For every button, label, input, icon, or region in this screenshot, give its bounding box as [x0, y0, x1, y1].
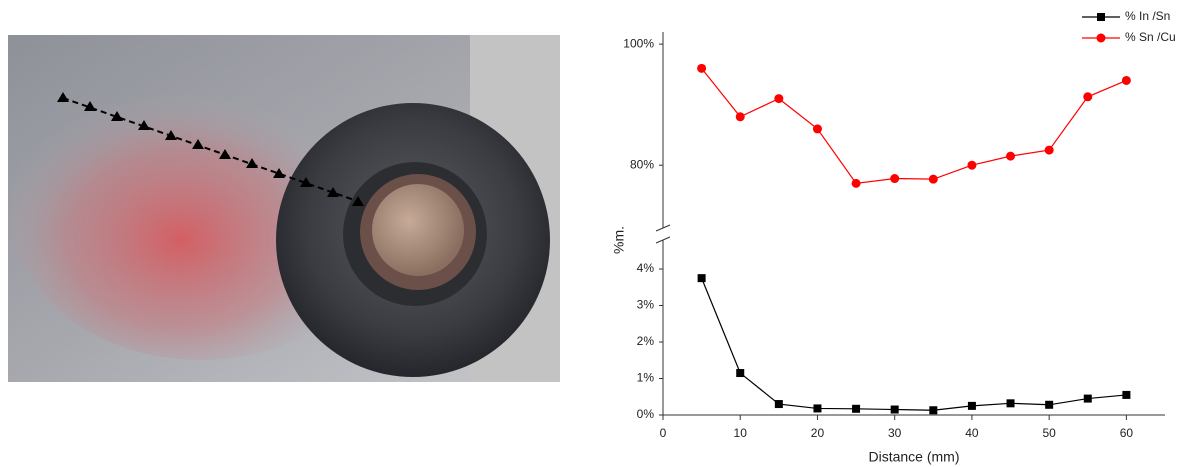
- marker: [967, 401, 976, 410]
- y-tick-label: 1%: [637, 371, 655, 385]
- marker: [1083, 92, 1093, 102]
- marker: [1121, 75, 1131, 85]
- marker: [851, 178, 861, 188]
- x-tick-label: 60: [1120, 426, 1134, 440]
- photo: [8, 35, 560, 382]
- y-tick-label: 80%: [630, 157, 654, 171]
- y-tick-label: 4%: [637, 261, 655, 275]
- x-tick-label: 40: [965, 426, 979, 440]
- x-tick-label: 30: [888, 426, 902, 440]
- marker: [890, 174, 900, 184]
- x-tick-label: 50: [1042, 426, 1056, 440]
- marker: [890, 405, 899, 414]
- legend-marker: [1097, 13, 1105, 21]
- x-axis-label: Distance (mm): [868, 449, 959, 465]
- legend-label: % In /Sn: [1125, 9, 1170, 23]
- marker: [1044, 145, 1054, 155]
- marker: [852, 404, 861, 413]
- x-tick-label: 0: [660, 426, 667, 440]
- marker: [736, 369, 745, 378]
- marker: [1122, 390, 1131, 399]
- marker: [967, 160, 977, 170]
- marker: [929, 406, 938, 415]
- y-tick-label: 2%: [637, 334, 655, 348]
- marker: [1045, 400, 1054, 409]
- y-axis-label: %m.: [611, 226, 627, 254]
- marker: [697, 63, 707, 73]
- marker: [812, 124, 822, 134]
- marker: [928, 174, 938, 184]
- marker: [774, 400, 783, 409]
- marker: [1083, 394, 1092, 403]
- marker: [774, 94, 784, 104]
- x-tick-label: 10: [734, 426, 748, 440]
- marker: [813, 404, 822, 413]
- legend-label: % Sn /Cu: [1125, 30, 1176, 44]
- marker: [697, 274, 706, 283]
- legend-marker: [1096, 33, 1106, 43]
- y-tick-label: 100%: [623, 36, 654, 50]
- y-tick-label: 3%: [637, 298, 655, 312]
- axes: [655, 32, 1165, 416]
- y-tick-label: 0%: [637, 407, 655, 421]
- series-line: [701, 67, 1127, 185]
- marker: [735, 112, 745, 122]
- marker: [1006, 399, 1015, 408]
- marker: [1006, 151, 1016, 161]
- series-line: [701, 277, 1127, 411]
- x-tick-label: 20: [811, 426, 825, 440]
